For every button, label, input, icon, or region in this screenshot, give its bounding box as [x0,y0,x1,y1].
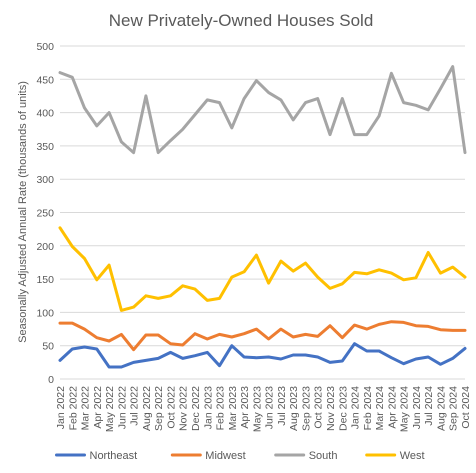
x-tick-label: Jan 2023 [202,386,214,429]
x-tick-label: May 2023 [251,386,263,432]
legend: Northeast Midwest South West [55,450,425,462]
legend-label-south: South [309,450,338,462]
x-tick-label: Apr 2022 [92,386,104,429]
x-tick-label: Oct 2023 [313,386,325,429]
y-tick-label: 350 [36,141,54,153]
x-tick-label: Jan 2024 [350,386,362,429]
x-tick-label: Feb 2023 [215,386,227,431]
x-tick-label: Mar 2024 [374,386,386,431]
y-tick-label: 200 [36,241,54,253]
series-line-south [58,65,467,155]
x-tick-label: Dec 2023 [337,386,349,431]
y-tick-label: 0 [48,374,54,386]
x-tick-label: Feb 2024 [362,386,374,431]
y-tick-label: 100 [36,307,54,319]
x-tick-label: Aug 2023 [288,386,300,431]
series-lines [58,65,467,369]
chart-title: New Privately-Owned Houses Sold [109,11,374,30]
series-line-northeast [58,342,467,369]
y-tick-label: 450 [36,74,54,86]
x-tick-label: Apr 2023 [239,386,251,429]
x-tick-label: Mar 2023 [227,386,239,431]
y-tick-label: 250 [36,208,54,220]
x-tick-label: Jun 2023 [264,386,276,429]
x-tick-label: Aug 2022 [141,386,153,431]
x-tick-label: Oct 2024 [460,386,472,429]
y-tick-label: 150 [36,274,54,286]
x-tick-label: May 2024 [399,386,411,432]
legend-label-northeast: Northeast [90,450,138,462]
gridlines [60,45,465,380]
x-tick-label: Jun 2022 [116,386,128,429]
x-tick-label: Sep 2023 [300,386,312,431]
x-tick-label: Jul 2022 [129,386,141,426]
x-tick-label: Mar 2022 [80,386,92,431]
y-axis-title: Seasonally Adjusted Annual Rate (thousan… [17,81,29,343]
x-tick-label: Feb 2022 [67,386,79,431]
x-tick-label: Apr 2024 [386,386,398,429]
y-tick-label: 50 [42,341,54,353]
y-tick-label: 300 [36,174,54,186]
x-tick-label: Jun 2024 [411,386,423,429]
x-tick-label: Sep 2024 [448,386,460,431]
x-tick-label: Sep 2022 [153,386,165,431]
x-tick-label: Nov 2022 [178,386,190,431]
x-axis-ticks: Jan 2022 Feb 2022 Mar 2022 Apr 2022 May 2022… [55,386,472,432]
y-tick-label: 500 [36,41,54,53]
y-axis-ticks: 0 50 100 150 200 250 300 350 400 450 500 [36,41,54,386]
x-tick-label: Jul 2024 [423,386,435,426]
legend-label-west: West [400,450,425,462]
x-tick-label: Dec 2022 [190,386,202,431]
x-tick-label: Nov 2023 [325,386,337,431]
x-tick-label: Jul 2023 [276,386,288,426]
x-tick-label: Oct 2022 [165,386,177,429]
x-tick-label: May 2022 [104,386,116,432]
series-line-west [58,226,467,312]
legend-label-midwest: Midwest [205,450,245,462]
series-line-midwest [58,320,467,352]
y-tick-label: 400 [36,108,54,120]
x-tick-label: Jan 2022 [55,386,67,429]
x-tick-label: Aug 2024 [435,386,447,431]
